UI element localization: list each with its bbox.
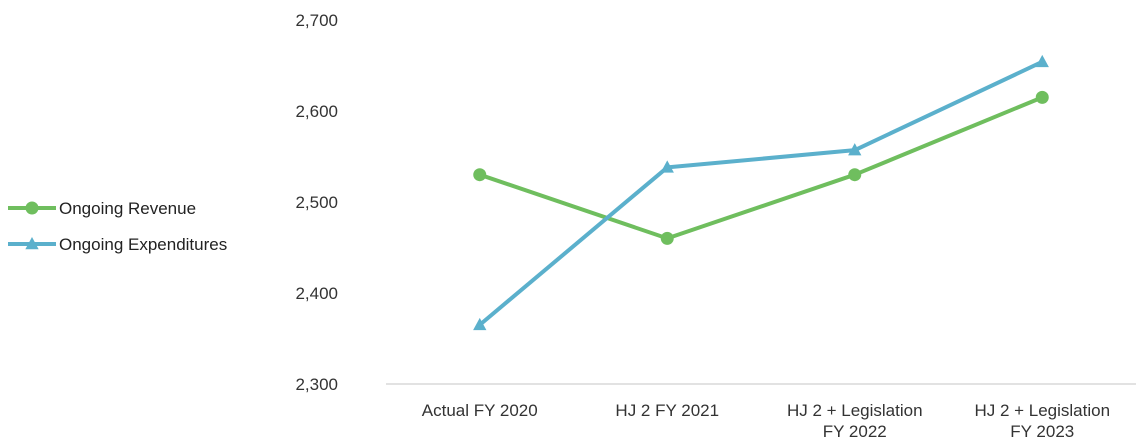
legend-label: Ongoing Expenditures (59, 235, 227, 254)
legend-item: Ongoing Revenue (8, 199, 196, 218)
data-point-marker (848, 143, 862, 156)
y-tick-label: 2,300 (295, 375, 338, 394)
y-tick-label: 2,400 (295, 284, 338, 303)
series-line-0 (477, 95, 1045, 241)
legend-circle-marker (25, 201, 39, 215)
x-tick-label: HJ 2 + Legislation FY 2023 (974, 401, 1110, 441)
x-tick-label: Actual FY 2020 (422, 401, 538, 420)
data-point-marker (660, 160, 674, 173)
x-tick-label: HJ 2 + Legislation FY 2022 (787, 401, 923, 441)
legend-label: Ongoing Revenue (59, 199, 196, 218)
legend-item: Ongoing Expenditures (8, 235, 227, 254)
data-point-marker (1035, 90, 1049, 104)
legend-triangle-marker (25, 237, 39, 250)
y-tick-label: 2,600 (295, 102, 338, 121)
data-point-marker (660, 231, 674, 245)
x-tick-label: HJ 2 FY 2021 (615, 401, 719, 420)
data-point-marker (473, 168, 487, 182)
y-tick-label: 2,700 (295, 11, 338, 30)
legend: Ongoing Revenue Ongoing Expenditures (8, 199, 227, 254)
y-axis-labels: 2,300 2,400 2,500 2,600 2,700 (295, 11, 338, 394)
series-lines (477, 59, 1045, 327)
series-line-1 (477, 59, 1045, 327)
y-tick-label: 2,500 (295, 193, 338, 212)
data-point-marker (473, 317, 487, 331)
series-markers (473, 54, 1049, 331)
data-point-marker (1035, 54, 1049, 68)
x-axis-labels: Actual FY 2020 HJ 2 FY 2021 HJ 2 + Legisla… (422, 401, 1110, 441)
data-point-marker (848, 168, 862, 182)
